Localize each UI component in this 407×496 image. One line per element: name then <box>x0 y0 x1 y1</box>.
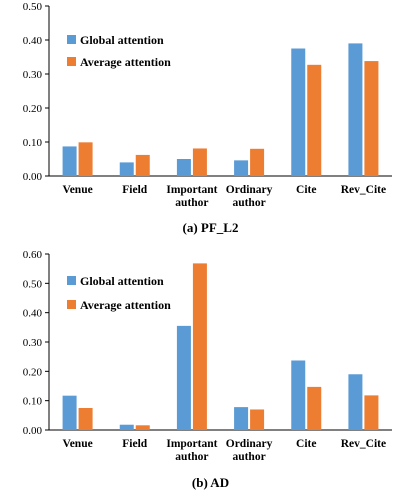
bar-global-3 <box>176 159 191 176</box>
chart-2: 0.00 0.10 0.20 0.30 0.40 0.50 0.60 Venue Field Im… <box>23 249 392 490</box>
bar-global-1 <box>62 395 77 430</box>
bar-global-2 <box>119 424 134 430</box>
x-category-label: Rev_Cite <box>341 184 386 196</box>
y-tick-label: 0.20 <box>23 103 43 115</box>
y-tick-label: 0.30 <box>23 337 43 349</box>
bar-global-5 <box>291 48 306 176</box>
y-tick-label: 0.60 <box>23 249 43 261</box>
y-tick-label: 0.40 <box>23 308 43 320</box>
bar-average-1 <box>78 408 93 430</box>
bar-global-6 <box>348 374 363 430</box>
x-category-label: Field <box>122 438 148 450</box>
y-tick-label: 0.30 <box>23 69 43 81</box>
y-tick-label: 0.50 <box>23 278 43 290</box>
y-tick-label: 0.40 <box>23 35 43 47</box>
x-category-label: Ordinary author <box>226 184 273 209</box>
bar-average-4 <box>250 409 265 430</box>
legend-label: Global attention <box>80 274 164 288</box>
bar-average-3 <box>192 263 207 430</box>
bar-average-1 <box>78 142 93 176</box>
x-category-label: Cite <box>296 184 316 196</box>
x-category-label: Venue <box>62 184 92 196</box>
bar-global-6 <box>348 43 363 177</box>
chart-caption: (b) AD <box>192 475 229 490</box>
x-category-label: Field <box>122 184 148 196</box>
legend-label: Average attention <box>80 55 171 69</box>
chart-caption: (a) PF_L2 <box>183 220 239 235</box>
bar-average-5 <box>307 64 322 176</box>
legend-swatch <box>67 300 76 309</box>
bar-global-5 <box>291 360 306 430</box>
legend-swatch <box>67 35 76 44</box>
bar-global-2 <box>119 162 134 176</box>
bar-average-3 <box>192 148 207 176</box>
bar-average-2 <box>135 154 150 176</box>
y-tick-label: 0.10 <box>23 396 43 408</box>
y-tick-label: 0.10 <box>23 137 43 149</box>
bar-global-3 <box>176 325 191 430</box>
bar-average-2 <box>135 425 150 430</box>
bar-global-4 <box>234 407 249 430</box>
legend-swatch <box>67 57 76 66</box>
x-category-label: Important author <box>166 438 217 463</box>
x-category-label: Cite <box>296 438 316 450</box>
bar-global-1 <box>62 146 77 176</box>
bar-average-4 <box>250 148 265 176</box>
chart-1: 0.00 0.10 0.20 0.30 0.40 0.50 Venue Field Import… <box>23 1 392 235</box>
bar-average-5 <box>307 386 322 430</box>
y-tick-label: 0.00 <box>23 171 43 183</box>
bar-average-6 <box>364 395 379 430</box>
y-tick-label: 0.00 <box>23 425 43 437</box>
bar-average-6 <box>364 61 379 176</box>
x-category-label: Venue <box>62 438 92 450</box>
x-category-label: Rev_Cite <box>341 438 386 450</box>
bar-global-4 <box>234 160 249 176</box>
x-category-label: Ordinary author <box>226 438 273 463</box>
legend-label: Global attention <box>80 33 164 47</box>
legend-swatch <box>67 276 76 285</box>
legend-label: Average attention <box>80 298 171 312</box>
x-category-label: Important author <box>166 184 217 209</box>
y-tick-label: 0.20 <box>23 366 43 378</box>
y-tick-label: 0.50 <box>23 1 43 13</box>
